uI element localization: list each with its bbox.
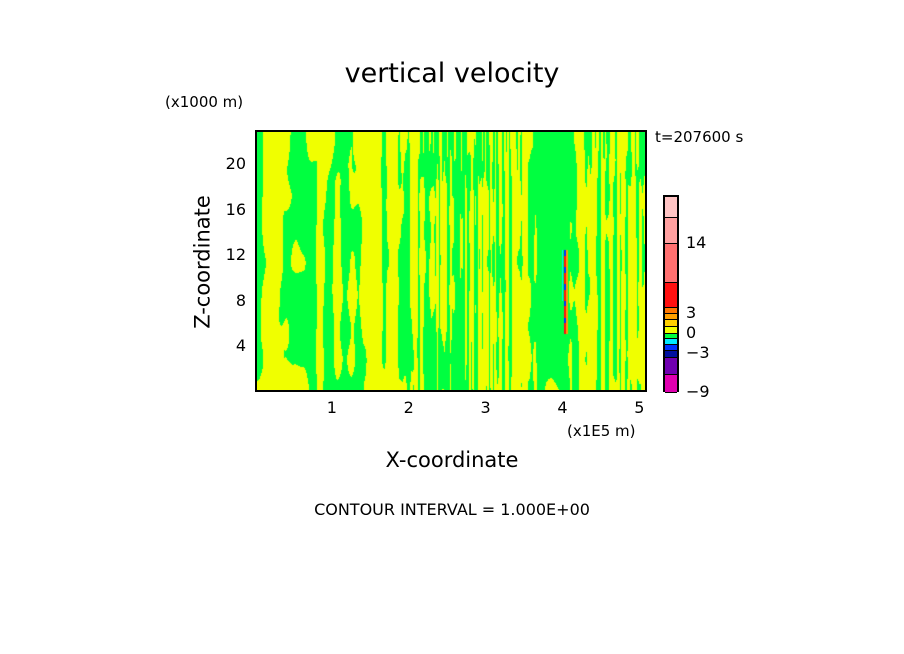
x-unit-label: (x1E5 m) (567, 422, 636, 440)
x-tick-label: 1 (326, 398, 337, 417)
colorbar-segment (665, 351, 677, 358)
y-tick-label: 8 (235, 290, 246, 310)
colorbar-label: −3 (686, 343, 710, 362)
colorbar-segment (665, 358, 677, 375)
colorbar-segment (665, 339, 677, 345)
y-tick-label: 16 (225, 199, 246, 219)
x-tick-label: 3 (480, 398, 491, 417)
colorbar-segment (665, 375, 677, 393)
colorbar-segment (665, 218, 677, 244)
colorbar (663, 195, 679, 393)
colorbar-segment (665, 314, 677, 320)
colorbar-label: 3 (686, 303, 697, 322)
colorbar-segment (665, 345, 677, 351)
colorbar-label: 14 (686, 233, 707, 252)
x-axis-label: X-coordinate (385, 448, 519, 472)
x-tick-label: 4 (557, 398, 568, 417)
colorbar-segment (665, 327, 677, 334)
contour-interval-label: CONTOUR INTERVAL = 1.000E+00 (314, 500, 590, 519)
plot-area (255, 130, 647, 392)
x-tick-label: 2 (403, 398, 414, 417)
colorbar-label: 0 (686, 323, 697, 342)
y-tick-label: 4 (235, 336, 246, 356)
chart-title: vertical velocity (344, 58, 560, 89)
y-axis-label: Z-coordinate (190, 195, 215, 329)
colorbar-segment (665, 320, 677, 327)
y-tick-label: 20 (225, 154, 246, 174)
x-tick-label: 5 (634, 398, 645, 417)
colorbar-segment (665, 244, 677, 283)
time-label: t=207600 s (655, 128, 744, 146)
y-tick-label: 12 (225, 245, 246, 265)
contour-field (257, 132, 645, 390)
y-unit-label: (x1000 m) (165, 93, 244, 111)
colorbar-segment (665, 197, 677, 218)
colorbar-segment (665, 283, 677, 308)
colorbar-segment (665, 334, 677, 339)
colorbar-label: −9 (686, 382, 710, 401)
colorbar-segment (665, 308, 677, 314)
